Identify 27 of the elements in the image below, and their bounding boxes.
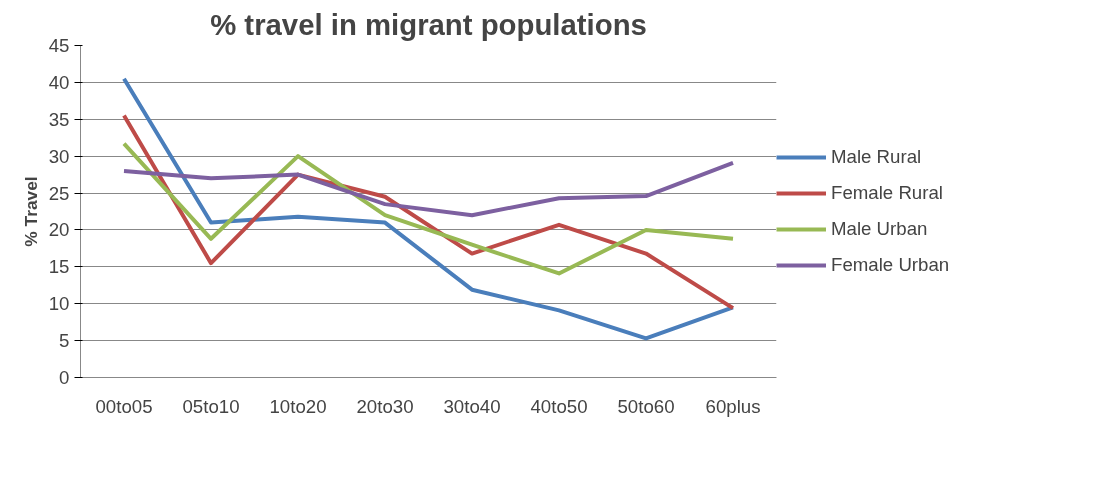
y-tick-label: 25: [48, 182, 70, 204]
x-tick-label: 00to05: [95, 395, 153, 417]
line-series: [122, 141, 735, 276]
x-tick-label: 30to40: [443, 395, 501, 417]
legend-label: Male Urban: [831, 218, 928, 240]
y-tick-label: 5: [59, 330, 70, 352]
x-tick-label: 60plus: [705, 395, 761, 417]
legend-label: Female Urban: [831, 254, 950, 276]
y-tick-label: 15: [48, 256, 70, 278]
line-series: [122, 160, 735, 218]
x-tick-label: 05to10: [182, 395, 240, 417]
line-series: [122, 76, 735, 341]
y-tick-label: 0: [59, 367, 70, 388]
x-tick-label: 10to20: [269, 395, 327, 417]
x-tick-label: 20to30: [356, 395, 414, 417]
y-tick-label: 10: [48, 293, 70, 315]
chart-title: % travel in migrant populations: [210, 7, 647, 41]
y-axis-title: % Travel: [20, 176, 41, 247]
legend-label: Female Rural: [831, 182, 943, 204]
y-tick-label: 35: [48, 108, 70, 130]
y-tick-label: 40: [48, 71, 70, 93]
x-tick-label: 50to60: [617, 395, 675, 417]
y-tick-label: 20: [48, 219, 70, 241]
x-tick-label: 40to50: [530, 395, 588, 417]
y-tick-label: 45: [48, 35, 70, 56]
y-tick-label: 30: [48, 145, 70, 167]
legend-label: Male Rural: [831, 146, 922, 168]
